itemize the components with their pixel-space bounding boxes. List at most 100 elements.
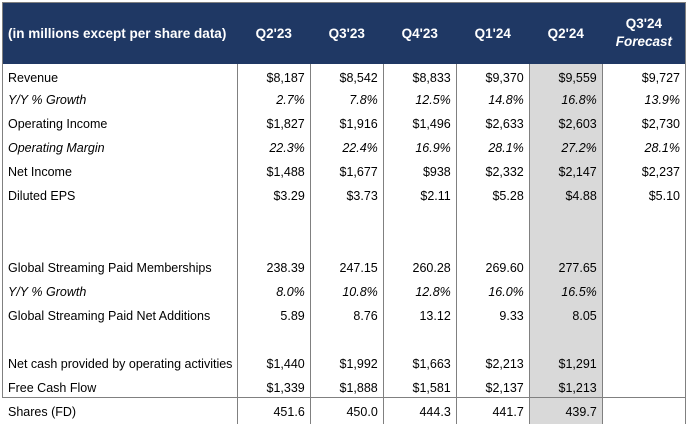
cell: 13.12 [383,304,457,328]
table-row: Net cash provided by operating activitie… [2,352,687,376]
row-label: Revenue [2,64,238,88]
row-label: Free Cash Flow [2,376,238,400]
spacer-row [2,208,687,232]
cell: $5.10 [602,184,687,208]
cell: 269.60 [456,256,530,280]
table-row: Free Cash Flow $1,339 $1,888 $1,581 $2,1… [2,376,687,400]
cell: $1,339 [237,376,311,400]
spacer-row [2,232,687,256]
cell: $1,440 [237,352,311,376]
cell: 441.7 [456,400,530,424]
header-forecast: Q3'24 Forecast [602,2,685,64]
row-label: Y/Y % Growth [2,280,238,304]
cell: 8.76 [310,304,384,328]
row-label: Operating Margin [2,136,238,160]
header-forecast-label: Forecast [615,34,673,49]
cell: $2.11 [383,184,457,208]
cell: $9,370 [456,64,530,88]
table-row: Shares (FD) 451.6 450.0 444.3 441.7 439.… [2,400,687,424]
cell: 28.1% [456,136,530,160]
cell: $1,916 [310,112,384,136]
cell: 2.7% [237,88,311,112]
cell: 260.28 [383,256,457,280]
header-label: (in millions except per share data) [8,25,227,41]
header-quarter: Q1'24 [474,25,511,41]
table-row: Revenue $8,187 $8,542 $8,833 $9,370 $9,5… [2,64,687,88]
row-label: Global Streaming Paid Memberships [2,256,238,280]
cell: 14.8% [456,88,530,112]
cell: 247.15 [310,256,384,280]
table-row: Global Streaming Paid Memberships 238.39… [2,256,687,280]
cell: $5.28 [456,184,530,208]
cell: 444.3 [383,400,457,424]
header-quarter: Q3'23 [328,25,365,41]
cell: $938 [383,160,457,184]
cell: $9,727 [602,64,687,88]
cell: $2,137 [456,376,530,400]
table-row: Diluted EPS $3.29 $3.73 $2.11 $5.28 $4.8… [2,184,687,208]
cell: 5.89 [237,304,311,328]
cell [602,352,687,376]
cell: 9.33 [456,304,530,328]
cell: $1,663 [383,352,457,376]
table-row: Operating Income $1,827 $1,916 $1,496 $2… [2,112,687,136]
row-label: Y/Y % Growth [2,88,238,112]
cell: $2,237 [602,160,687,184]
cell: 8.05 [529,304,603,328]
header-forecast-quarter: Q3'24 [625,16,662,31]
cell: $1,677 [310,160,384,184]
header-quarter: Q2'23 [255,25,292,41]
cell: $2,633 [456,112,530,136]
cell: $4.88 [529,184,603,208]
cell: $1,291 [529,352,603,376]
cell: $1,213 [529,376,603,400]
cell: $2,730 [602,112,687,136]
cell: 8.0% [237,280,311,304]
cell: 16.8% [529,88,603,112]
cell: $8,187 [237,64,311,88]
row-label: Diluted EPS [2,184,238,208]
cell: $1,888 [310,376,384,400]
header-quarter: Q4'23 [401,25,438,41]
cell: 451.6 [237,400,311,424]
cell: $1,488 [237,160,311,184]
table-row: Y/Y % Growth 2.7% 7.8% 12.5% 14.8% 16.8%… [2,88,687,112]
cell [602,304,687,328]
spacer-row [2,328,687,352]
cell: 277.65 [529,256,603,280]
cell: 439.7 [529,400,603,424]
cell: 28.1% [602,136,687,160]
table-row: Operating Margin 22.3% 22.4% 16.9% 28.1%… [2,136,687,160]
header-row: (in millions except per share data) Q2'2… [2,2,686,64]
cell: $2,147 [529,160,603,184]
cell: $8,542 [310,64,384,88]
cell: 12.5% [383,88,457,112]
cell: $1,496 [383,112,457,136]
cell [602,400,687,424]
header-quarter: Q2'24 [547,25,584,41]
row-label: Net Income [2,160,238,184]
cell: $8,833 [383,64,457,88]
cell: 7.8% [310,88,384,112]
cell [602,280,687,304]
cell [602,256,687,280]
cell: 16.9% [383,136,457,160]
cell: 10.8% [310,280,384,304]
cell: 16.5% [529,280,603,304]
cell: 12.8% [383,280,457,304]
cell: 238.39 [237,256,311,280]
cell: 16.0% [456,280,530,304]
cell: $1,581 [383,376,457,400]
table-row: Global Streaming Paid Net Additions 5.89… [2,304,687,328]
row-label: Global Streaming Paid Net Additions [2,304,238,328]
cell: $2,213 [456,352,530,376]
cell: $3.29 [237,184,311,208]
row-label: Operating Income [2,112,238,136]
cell: 450.0 [310,400,384,424]
table-row: Y/Y % Growth 8.0% 10.8% 12.8% 16.0% 16.5… [2,280,687,304]
row-label: Net cash provided by operating activitie… [2,352,238,376]
cell: $2,603 [529,112,603,136]
cell: $1,992 [310,352,384,376]
cell: $2,332 [456,160,530,184]
